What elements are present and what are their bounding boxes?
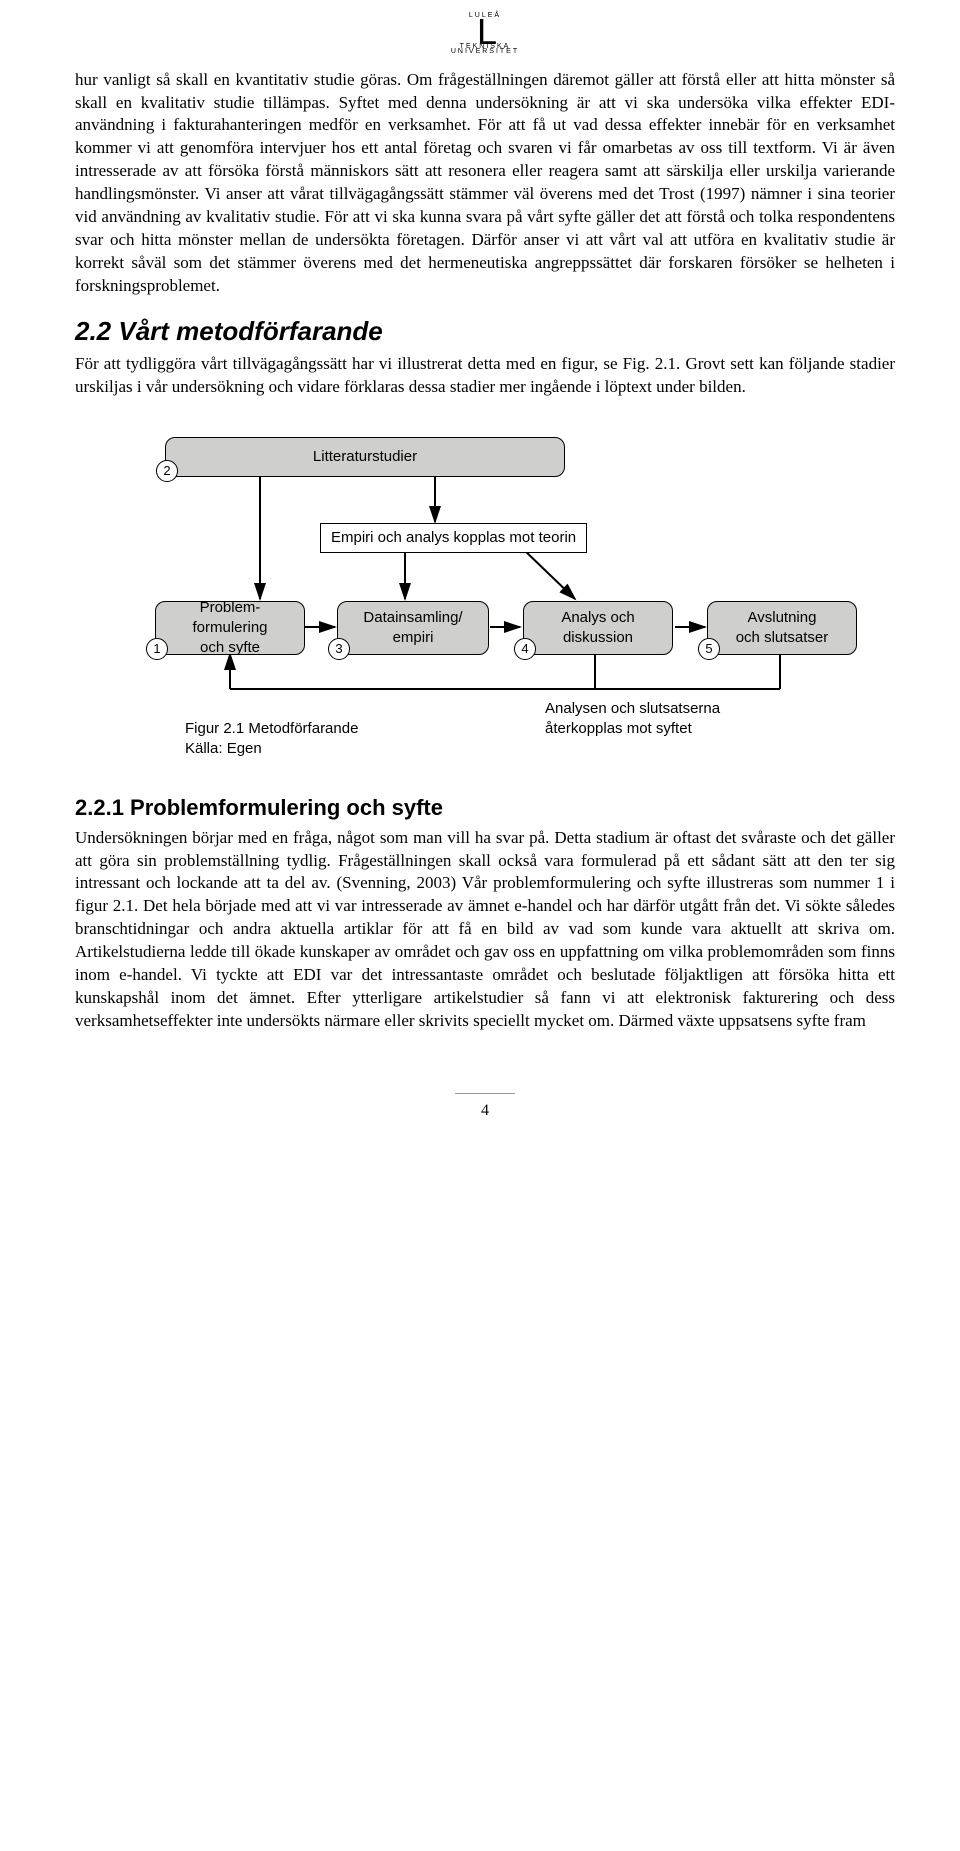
figure-2-1: Litteraturstudier 2 Empiri och analys ko… (75, 429, 895, 769)
flow-box-data: Datainsamling/ empiri 3 (337, 601, 489, 655)
flow-box-analys: Analys och diskussion 4 (523, 601, 673, 655)
flow-label: Litteraturstudier (313, 447, 417, 467)
document-page: LULEÅ L TEKNISKA UNIVERSITET hur vanligt… (0, 0, 960, 1162)
flow-num-5: 5 (698, 638, 720, 660)
university-logo: LULEÅ L TEKNISKA UNIVERSITET (75, 20, 895, 55)
body-paragraph-1: hur vanligt så skall en kvantitativ stud… (75, 69, 895, 298)
heading-2-2: 2.2 Vårt metodförfarande (75, 314, 895, 349)
flow-box-problem: Problem- formulering och syfte 1 (155, 601, 305, 655)
flow-num-1: 1 (146, 638, 168, 660)
flow-box-litteraturstudier: Litteraturstudier 2 (165, 437, 565, 477)
logo-line-3: UNIVERSITET (451, 50, 519, 55)
figure-caption: Figur 2.1 Metodförfarande Källa: Egen (185, 719, 358, 760)
page-number: 4 (455, 1093, 515, 1122)
flow-num-4: 4 (514, 638, 536, 660)
flow-num-3: 3 (328, 638, 350, 660)
body-paragraph-2-2-1: Undersökningen börjar med en fråga, någo… (75, 827, 895, 1033)
flow-box-avslut: Avslutning och slutsatser 5 (707, 601, 857, 655)
feedback-label: Analysen och slutsatserna återkopplas mo… (545, 699, 720, 740)
flow-num-2: 2 (156, 460, 178, 482)
body-paragraph-2-2: För att tydliggöra vårt tillvägagångssät… (75, 353, 895, 399)
heading-2-2-1: 2.2.1 Problemformulering och syfte (75, 793, 895, 823)
flow-label-teorin: Empiri och analys kopplas mot teorin (320, 523, 587, 553)
